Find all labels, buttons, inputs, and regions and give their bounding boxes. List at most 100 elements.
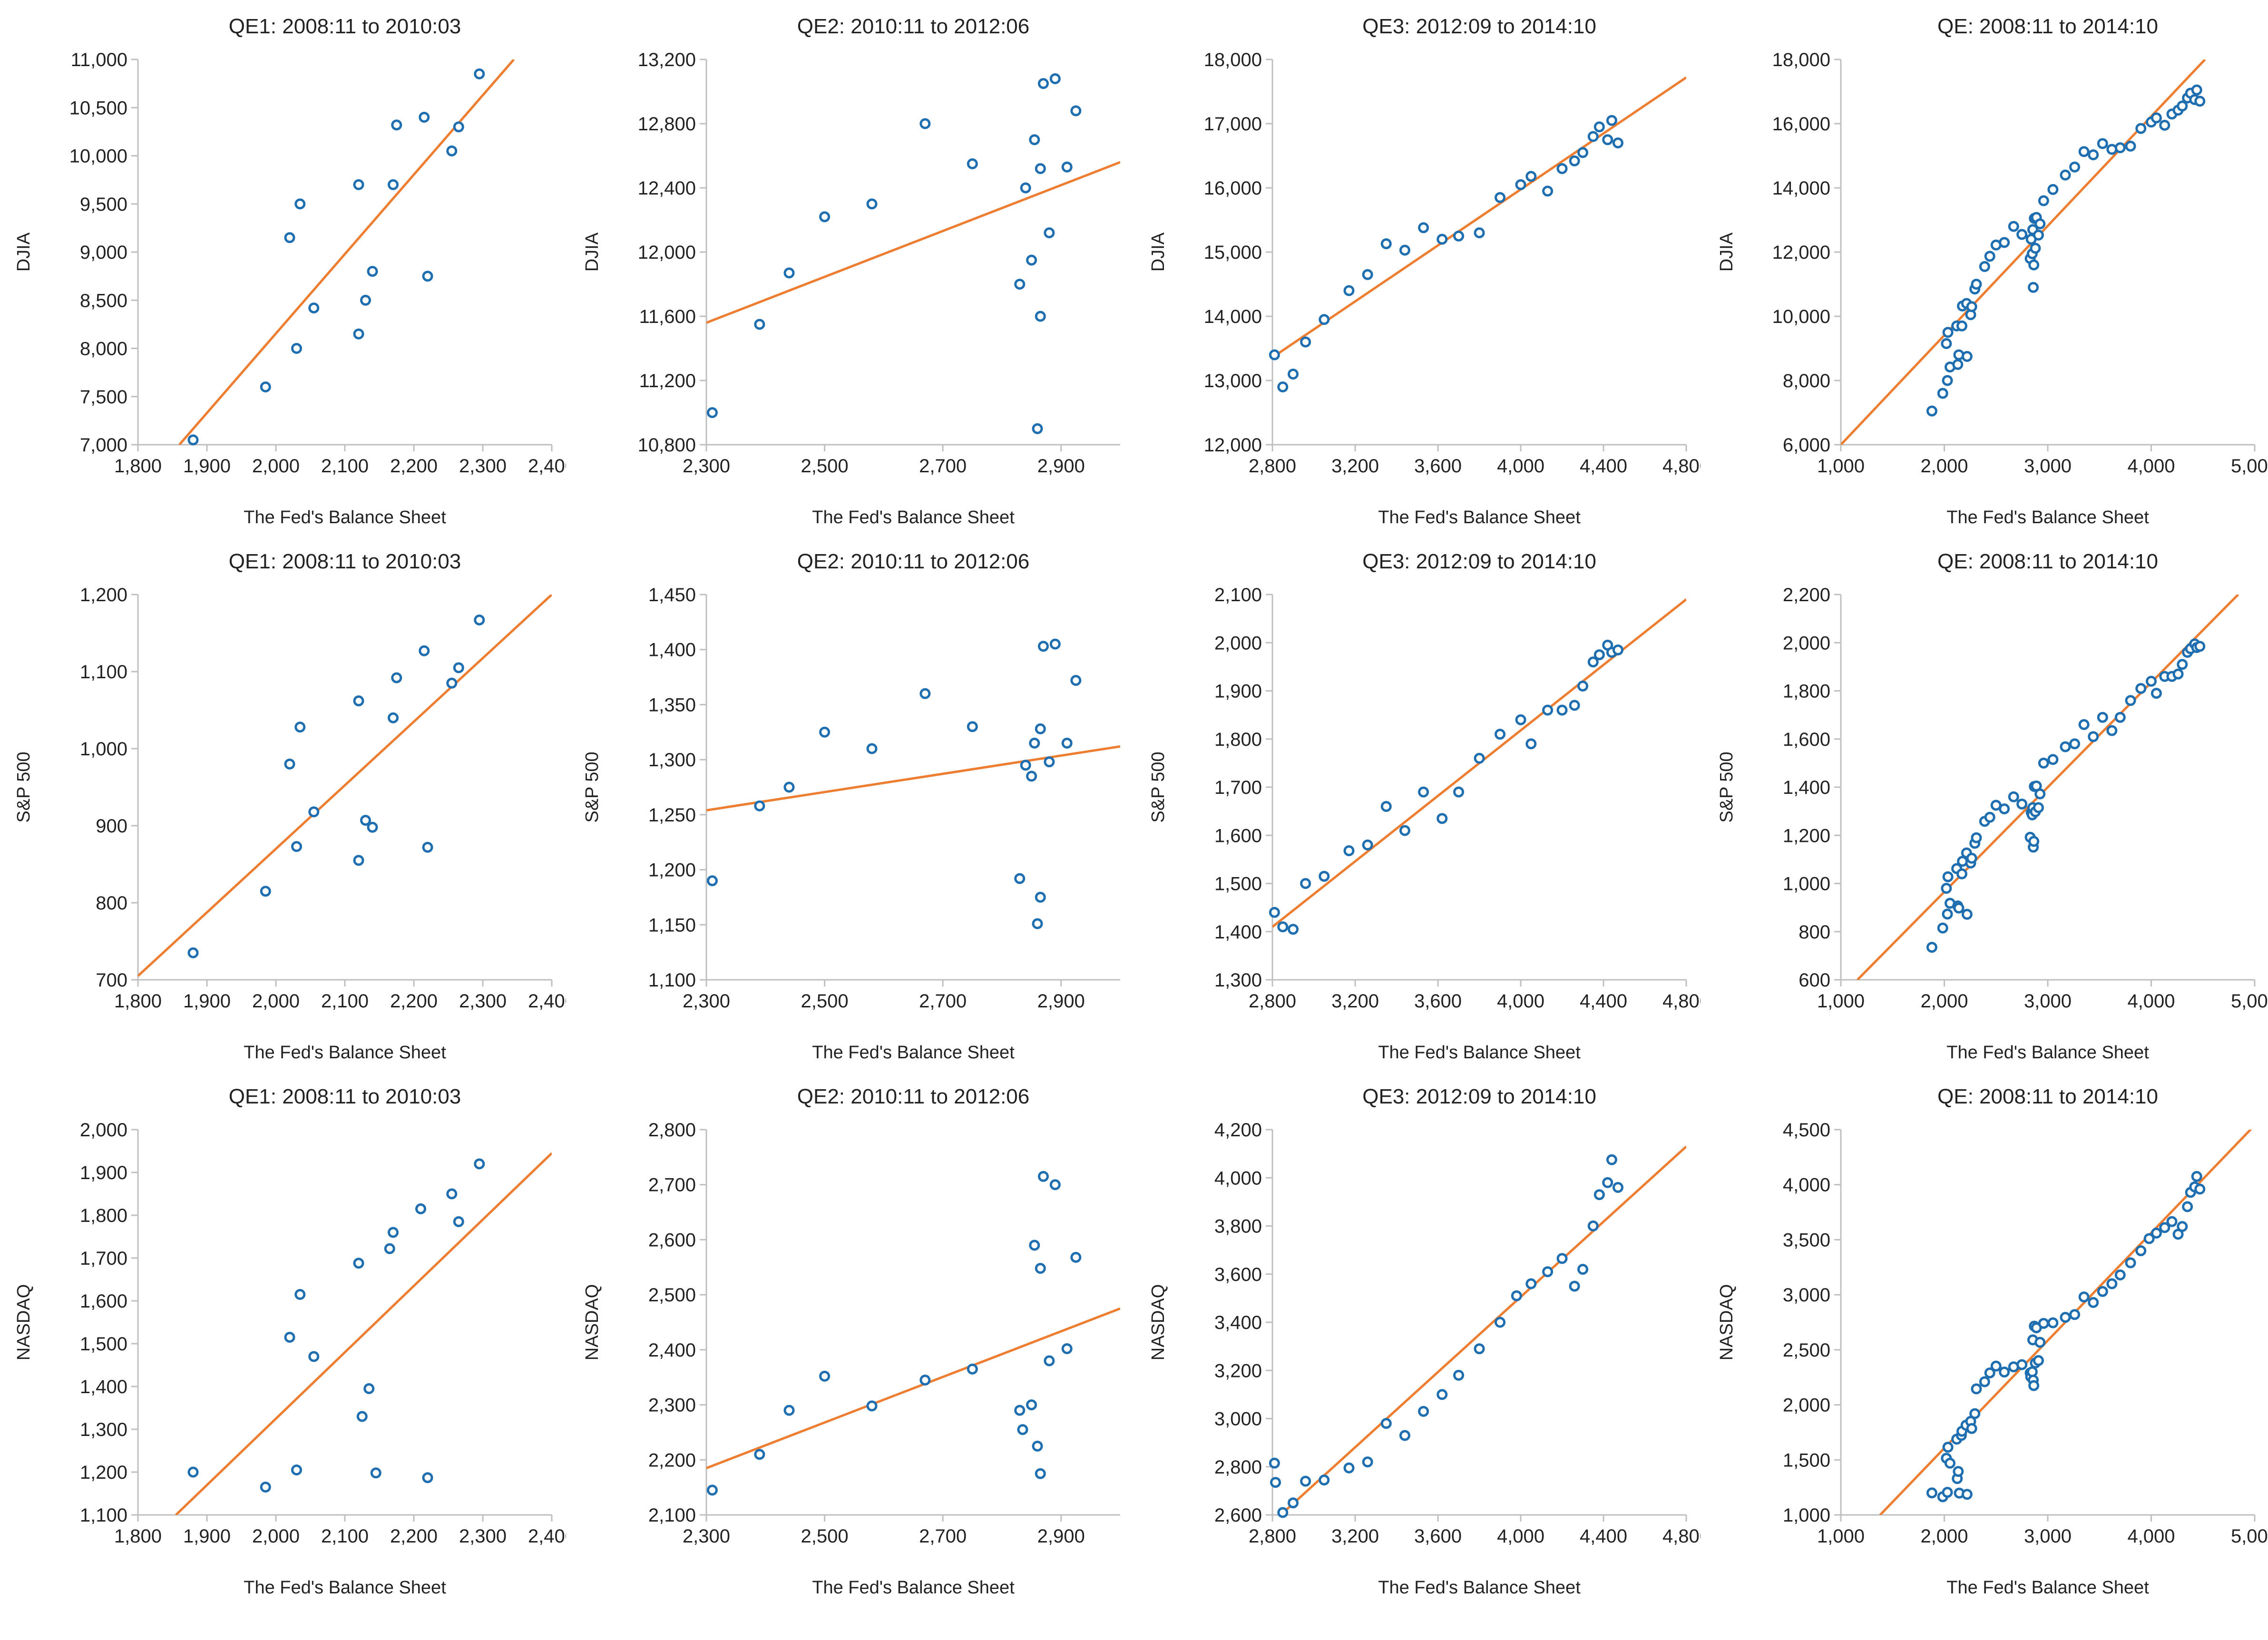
y-tick-label: 1,900 xyxy=(80,1162,127,1183)
data-point xyxy=(391,119,402,131)
data-point xyxy=(1602,1177,1613,1188)
data-point xyxy=(187,434,199,446)
data-point xyxy=(391,672,402,683)
x-tick-label: 2,100 xyxy=(321,1526,369,1547)
y-tick-label: 700 xyxy=(96,970,127,991)
data-point xyxy=(1979,1376,1990,1387)
y-tick-label: 9,500 xyxy=(80,194,127,215)
data-point xyxy=(422,841,433,853)
data-point xyxy=(1029,1240,1040,1251)
data-point xyxy=(2038,1318,2049,1329)
data-point xyxy=(1942,327,1954,338)
x-tick-label: 2,700 xyxy=(919,1526,967,1547)
x-axis-label: The Fed's Balance Sheet xyxy=(1378,1043,1581,1063)
data-point xyxy=(1474,1343,1485,1355)
chart-title: QE2: 2010:11 to 2012:06 xyxy=(797,550,1029,573)
y-tick-label: 2,000 xyxy=(80,1120,127,1141)
data-point xyxy=(2047,754,2059,765)
data-point xyxy=(1515,714,1526,725)
data-point xyxy=(2172,668,2184,680)
y-tick-label: 1,000 xyxy=(1783,1505,1830,1526)
data-point xyxy=(754,1449,765,1460)
y-tick-label: 2,800 xyxy=(1214,1457,1262,1478)
data-point xyxy=(353,855,364,866)
data-point xyxy=(1577,147,1588,158)
data-point xyxy=(1587,131,1599,142)
x-axis-label: The Fed's Balance Sheet xyxy=(244,1578,446,1598)
data-point xyxy=(308,806,320,818)
y-tick-label: 1,700 xyxy=(80,1248,127,1269)
data-point xyxy=(2159,119,2170,131)
data-point xyxy=(1593,649,1605,661)
data-point xyxy=(1952,359,1964,370)
trend-line xyxy=(706,161,1120,324)
y-tick-label: 7,000 xyxy=(80,435,127,456)
y-tick-label: 10,000 xyxy=(1772,306,1830,327)
x-tick-label: 2,300 xyxy=(459,456,507,477)
data-point xyxy=(415,1203,426,1214)
data-point xyxy=(1979,261,1990,272)
data-point xyxy=(2034,788,2046,800)
data-point xyxy=(2069,738,2081,750)
chart-title: QE: 2008:11 to 2014:10 xyxy=(1937,1085,2158,1108)
data-point xyxy=(1049,73,1061,84)
x-tick-label: 2,000 xyxy=(1920,1526,1968,1547)
y-tick-label: 1,300 xyxy=(1214,970,1262,991)
y-tick-label: 12,000 xyxy=(1204,435,1262,456)
data-point xyxy=(2028,836,2040,847)
data-point xyxy=(1288,1497,1299,1509)
x-tick-label: 4,000 xyxy=(1497,991,1545,1012)
chart-title: QE2: 2010:11 to 2012:06 xyxy=(797,1085,1029,1108)
data-point xyxy=(2194,641,2206,652)
chart-title: QE2: 2010:11 to 2012:06 xyxy=(797,15,1029,38)
data-point xyxy=(1061,737,1073,749)
data-point xyxy=(294,198,306,210)
data-point xyxy=(453,121,464,133)
scatter-chart-7: QE3: 2012:09 to 2014:10 1,300 1,400 1,500 1,… xyxy=(1134,535,1710,1068)
y-tick-label: 3,500 xyxy=(1783,1230,1830,1250)
data-point xyxy=(291,1464,302,1475)
x-axis-label: The Fed's Balance Sheet xyxy=(1946,508,2149,527)
data-point xyxy=(1966,852,1977,864)
y-tick-label: 1,100 xyxy=(80,662,127,683)
data-point xyxy=(1300,878,1311,889)
data-point xyxy=(1942,1442,1954,1453)
scatter-chart-2: QE2: 2010:11 to 2012:06 10,800 11,200 11,60… xyxy=(568,0,1134,533)
data-point xyxy=(2191,84,2202,96)
data-point xyxy=(2033,229,2044,241)
data-point xyxy=(2088,731,2099,742)
y-tick-label: 2,600 xyxy=(1214,1505,1262,1526)
x-tick-label: 2,800 xyxy=(1249,1526,1296,1547)
data-point xyxy=(1418,222,1429,234)
y-tick-label: 1,100 xyxy=(80,1505,127,1526)
data-point xyxy=(187,947,199,958)
data-point xyxy=(419,645,430,656)
data-point xyxy=(1593,121,1605,133)
data-point xyxy=(1044,227,1055,238)
data-point xyxy=(2177,1221,2188,1232)
data-point xyxy=(2191,1171,2202,1182)
y-tick-label: 2,300 xyxy=(648,1395,696,1416)
y-axis-label: DJIA xyxy=(14,232,34,272)
data-point xyxy=(2097,712,2108,723)
x-tick-label: 2,200 xyxy=(390,1526,438,1547)
y-tick-label: 3,800 xyxy=(1214,1216,1262,1237)
data-point xyxy=(1269,349,1280,361)
data-point xyxy=(422,271,433,282)
x-axis-label: The Fed's Balance Sheet xyxy=(244,1043,446,1063)
data-point xyxy=(1525,738,1537,750)
data-point xyxy=(2135,683,2147,694)
x-tick-label: 1,800 xyxy=(114,456,162,477)
data-point xyxy=(453,1216,464,1227)
data-point xyxy=(2060,169,2071,181)
data-point xyxy=(370,1467,381,1479)
y-tick-label: 13,200 xyxy=(638,49,696,70)
data-point xyxy=(1525,1278,1537,1289)
chart-svg: QE: 2008:11 to 2014:10 1,000 1,500 2,000 2,5… xyxy=(1717,1085,2268,1598)
chart-svg: QE: 2008:11 to 2014:10 600 800 1,000 1,200 1,… xyxy=(1717,550,2268,1063)
y-tick-label: 2,100 xyxy=(1214,585,1262,605)
chart-title: QE: 2008:11 to 2014:10 xyxy=(1937,550,2158,573)
trend-line xyxy=(1857,595,2239,980)
chart-title: QE3: 2012:09 to 2014:10 xyxy=(1362,15,1596,38)
data-point xyxy=(1437,234,1448,245)
